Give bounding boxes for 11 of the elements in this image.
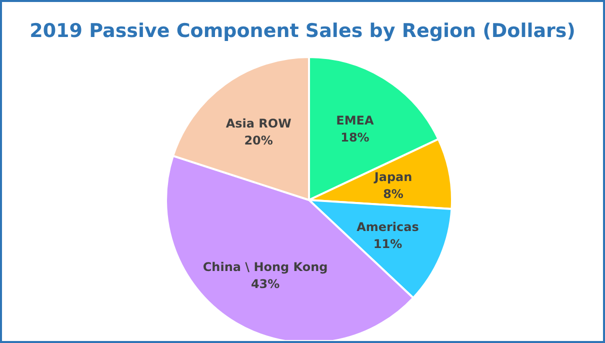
data-label: 20%	[244, 134, 273, 148]
data-label: 18%	[340, 130, 370, 145]
slice-label: Japan	[373, 170, 412, 184]
chart-title: 2019 Passive Component Sales by Region (Dollars)	[28, 20, 576, 44]
slice-label: China \ Hong Kong	[202, 260, 328, 274]
data-label: 43%	[250, 276, 280, 291]
slice-label: EMEA	[336, 114, 374, 128]
data-label: 8%	[383, 186, 404, 201]
data-label: 11%	[373, 237, 402, 252]
slice-label: Americas	[356, 220, 419, 234]
slice-label: Asia ROW	[226, 116, 292, 131]
